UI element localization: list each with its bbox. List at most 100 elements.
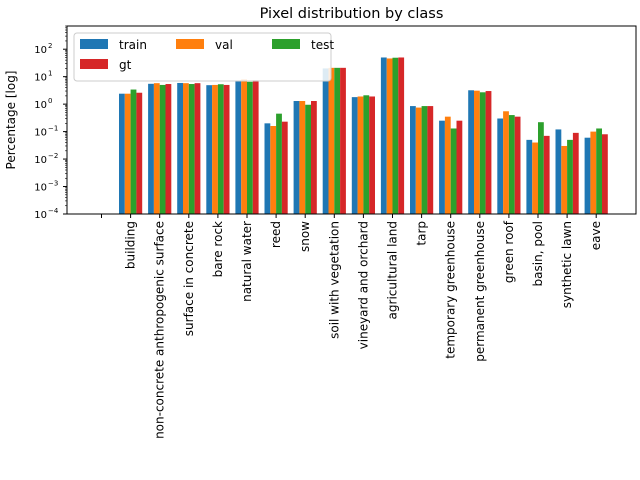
legend-label-test: test: [311, 38, 334, 52]
y-tick-exponent-6: 2: [48, 42, 52, 50]
y-tick-exponent-3: −1: [48, 125, 58, 133]
bar-gt-1: [136, 92, 143, 214]
bar-train-6: [264, 123, 271, 214]
legend-label-val: val: [215, 38, 233, 52]
bar-train-3: [177, 82, 183, 214]
x-tick-label-8: soil with vegetation: [327, 221, 341, 339]
x-tick-label-15: basin, pool: [531, 221, 545, 286]
bar-test-2: [159, 84, 166, 214]
bar-gt-17: [602, 134, 608, 214]
bar-gt-2: [165, 84, 172, 214]
bar-val-15: [532, 142, 538, 214]
y-tick-exponent-1: −3: [48, 180, 58, 188]
bar-test-12: [450, 128, 457, 214]
x-tick-label-13: permanent greenhouse: [473, 221, 487, 362]
bar-val-7: [299, 101, 306, 214]
y-tick-label-3: 10: [34, 128, 47, 139]
bar-train-4: [206, 85, 213, 215]
bar-train-15: [526, 139, 533, 214]
bar-val-6: [270, 126, 277, 214]
x-tick-label-14: green roof: [502, 220, 516, 283]
bar-test-14: [508, 115, 515, 214]
bar-train-8: [322, 68, 329, 214]
x-tick-label-3: surface in concrete: [182, 221, 196, 336]
bar-train-13: [468, 90, 474, 214]
bar-val-10: [386, 58, 393, 214]
bar-train-17: [584, 137, 591, 214]
x-tick-label-6: reed: [269, 221, 283, 248]
bar-val-17: [590, 131, 597, 214]
bar-test-15: [538, 122, 544, 214]
x-tick-label-9: vineyard and orchard: [356, 221, 370, 349]
bar-val-1: [124, 93, 131, 214]
x-tick-label-16: synthetic lawn: [560, 221, 574, 308]
bar-train-2: [148, 83, 154, 214]
bar-gt-13: [485, 91, 492, 214]
legend-swatch-val: [176, 39, 204, 49]
bar-val-13: [474, 90, 480, 214]
bar-gt-7: [311, 101, 317, 214]
bar-gt-10: [398, 57, 405, 215]
bar-test-6: [276, 113, 282, 214]
y-tick-exponent-4: 0: [48, 97, 52, 105]
bar-train-5: [235, 80, 242, 215]
bar-val-3: [183, 83, 189, 214]
bar-val-4: [212, 84, 218, 214]
chart-title: Pixel distribution by class: [260, 6, 444, 22]
bar-train-1: [119, 93, 125, 214]
x-tick-label-2: non-concrete anthropogenic surface: [153, 221, 167, 439]
bar-gt-11: [427, 106, 434, 214]
bar-gt-16: [572, 132, 579, 214]
bar-test-1: [130, 89, 137, 214]
bar-val-8: [328, 67, 335, 214]
bar-gt-15: [543, 135, 550, 214]
bar-gt-8: [340, 67, 346, 214]
bar-gt-9: [369, 96, 375, 214]
legend: train val test gt: [73, 32, 334, 82]
y-tick-label-0: 10: [34, 210, 47, 221]
y-tick-label-2: 10: [34, 155, 47, 166]
x-tick-label-5: natural water: [240, 221, 254, 302]
legend-swatch-train: [80, 39, 108, 49]
bar-test-13: [479, 92, 486, 214]
bar-test-16: [567, 139, 573, 214]
y-tick-exponent-5: 1: [48, 70, 52, 78]
bar-gt-4: [223, 84, 230, 214]
bar-train-14: [497, 118, 504, 214]
y-tick-label-1: 10: [34, 183, 47, 194]
x-tick-label-7: snow: [298, 221, 312, 252]
bar-val-14: [503, 111, 509, 214]
x-axis: building non-concrete anthropogenic surfa…: [101, 214, 603, 439]
legend-label-train: train: [119, 38, 147, 52]
bar-train-7: [293, 101, 300, 214]
x-tick-label-11: tarp: [415, 221, 429, 246]
bar-val-5: [241, 79, 247, 214]
bar-val-12: [444, 116, 451, 214]
y-tick-exponent-2: −2: [48, 152, 58, 160]
legend-swatch-gt: [80, 59, 108, 69]
bar-test-4: [217, 84, 224, 214]
bar-train-9: [351, 97, 358, 214]
bar-gt-14: [514, 116, 521, 214]
bar-train-12: [439, 120, 445, 214]
legend-swatch-test: [272, 39, 300, 49]
bar-train-16: [555, 129, 562, 214]
bar-test-9: [363, 95, 370, 214]
y-tick-exponent-0: −4: [48, 207, 59, 215]
x-tick-label-12: temporary greenhouse: [444, 221, 458, 359]
bar-val-2: [153, 83, 160, 214]
bar-train-10: [380, 57, 387, 215]
bar-gt-5: [252, 80, 259, 214]
bar-test-5: [247, 81, 253, 214]
bars: [119, 57, 608, 215]
bar-test-7: [305, 104, 311, 214]
y-axis-label: Percentage [log]: [4, 71, 18, 170]
bar-test-3: [188, 84, 195, 214]
bar-test-10: [392, 57, 399, 214]
bar-train-11: [410, 106, 416, 214]
x-tick-label-1: building: [124, 221, 138, 269]
legend-box: [73, 32, 332, 82]
x-tick-label-17: eave: [589, 221, 603, 250]
